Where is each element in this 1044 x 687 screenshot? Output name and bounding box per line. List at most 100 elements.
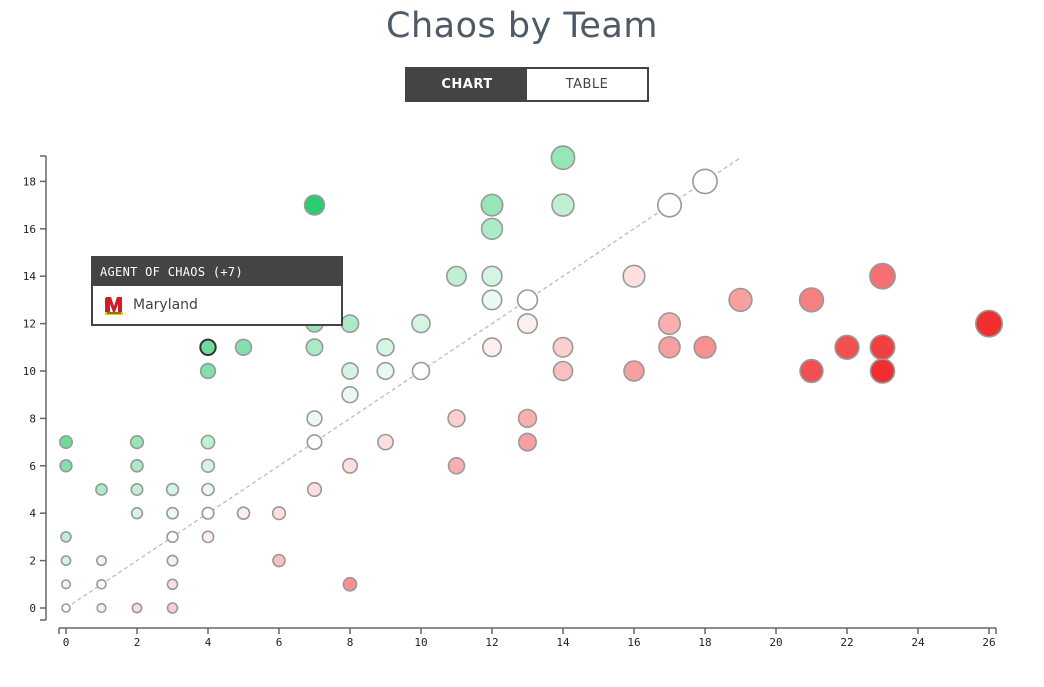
data-point (130, 458, 144, 473)
tab-table[interactable]: TABLE (527, 69, 647, 100)
data-point (129, 435, 145, 450)
y-tick-label: 12 (23, 318, 36, 331)
data-point (869, 334, 896, 361)
data-point (59, 459, 73, 473)
data-point (481, 337, 502, 358)
data-point (728, 287, 753, 313)
points-layer (58, 145, 1003, 614)
x-tick-label: 8 (347, 636, 354, 649)
tooltip-body: Maryland (93, 286, 341, 324)
data-point (692, 168, 718, 195)
data-point (481, 265, 503, 287)
data-point (411, 313, 431, 334)
data-point (166, 578, 179, 591)
x-tick-label: 20 (769, 636, 782, 649)
y-tick-label: 14 (23, 270, 37, 283)
tooltip-team-name: Maryland (133, 297, 198, 313)
data-point (60, 531, 72, 543)
y-tick-label: 4 (29, 507, 36, 520)
data-point (551, 193, 575, 217)
highlighted-data-point (199, 338, 217, 356)
data-point (517, 408, 538, 429)
data-point (798, 287, 825, 313)
data-point (166, 506, 179, 520)
data-point (550, 145, 576, 171)
data-point (199, 362, 217, 380)
data-point (376, 337, 395, 357)
data-point (201, 506, 215, 520)
data-point (201, 530, 215, 544)
data-point (622, 264, 646, 288)
data-point (200, 458, 216, 473)
data-point (234, 338, 253, 356)
data-point (96, 555, 108, 567)
data-point (693, 335, 717, 359)
y-tick-label: 16 (23, 223, 36, 236)
data-point (517, 432, 537, 452)
y-tick-label: 10 (23, 365, 36, 378)
page-title: Chaos by Team (386, 6, 658, 46)
data-point (481, 289, 503, 311)
data-point (480, 193, 504, 217)
data-point (552, 336, 574, 358)
data-point (58, 435, 73, 450)
data-point (799, 358, 824, 384)
data-point (480, 217, 504, 241)
data-point (95, 483, 108, 496)
maryland-m-logo-icon (105, 297, 123, 315)
y-tick-label: 6 (29, 460, 36, 473)
data-point (60, 555, 72, 566)
data-point (130, 507, 144, 520)
data-point (272, 553, 286, 568)
data-point (377, 433, 394, 451)
reference-line (65, 157, 741, 609)
tooltip-heading: AGENT OF CHAOS (+7) (93, 258, 341, 286)
data-point (623, 360, 645, 382)
data-point (974, 309, 1003, 338)
data-point (166, 554, 179, 567)
data-point (166, 602, 179, 614)
data-point (445, 265, 467, 287)
x-tick-label: 26 (982, 636, 995, 649)
x-tick-label: 18 (698, 636, 711, 649)
data-point (516, 313, 538, 335)
x-tick-label: 14 (556, 636, 570, 649)
x-tick-label: 6 (276, 636, 283, 649)
data-point (130, 482, 144, 496)
data-point (341, 362, 359, 380)
data-point (166, 530, 179, 544)
x-tick-label: 24 (911, 636, 925, 649)
x-tick-label: 16 (627, 636, 640, 649)
data-point (201, 482, 215, 497)
data-point (306, 481, 323, 498)
data-point (656, 192, 682, 218)
data-point (60, 579, 72, 590)
y-tick-label: 18 (23, 175, 36, 188)
data-point (305, 338, 324, 357)
tooltip: AGENT OF CHAOS (+7) Maryland (91, 256, 343, 326)
data-point (303, 194, 326, 216)
data-point (271, 506, 287, 521)
data-point (306, 434, 323, 451)
data-point (61, 603, 71, 613)
x-tick-label: 4 (205, 636, 212, 649)
tab-chart[interactable]: CHART (407, 69, 527, 100)
x-tick-label: 12 (485, 636, 498, 649)
data-point (96, 578, 107, 590)
data-point (200, 434, 216, 450)
y-tick-label: 8 (29, 412, 36, 425)
data-point (131, 602, 143, 614)
data-point (341, 386, 359, 404)
data-point (447, 409, 466, 428)
data-point (447, 456, 466, 475)
y-tick-label: 0 (29, 602, 36, 615)
data-point (411, 361, 431, 381)
x-tick-label: 10 (414, 636, 427, 649)
data-point (552, 360, 574, 382)
x-tick-label: 2 (134, 636, 141, 649)
data-point (306, 410, 323, 427)
data-point (658, 335, 681, 359)
view-toggle: CHART TABLE (405, 67, 649, 102)
